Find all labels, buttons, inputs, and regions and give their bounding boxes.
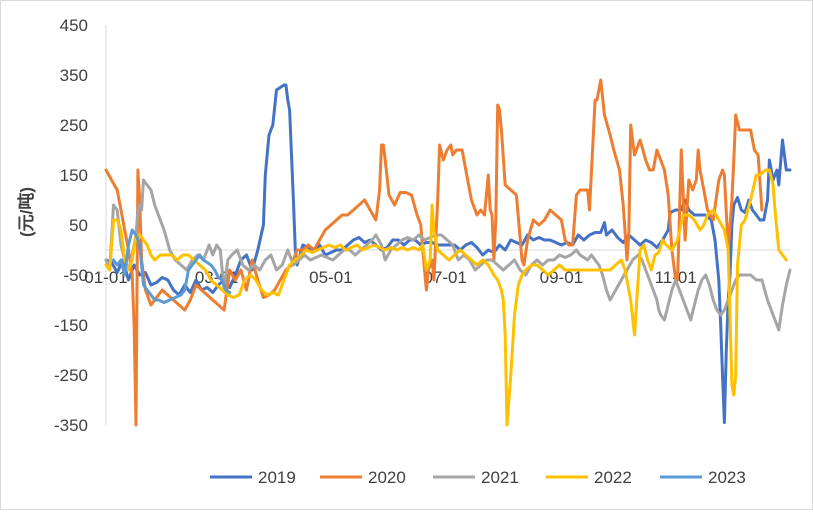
y-axis-title: (元/吨) [16, 187, 36, 237]
y-tick-label: 150 [60, 166, 88, 185]
x-tick-label: 05-01 [309, 268, 352, 287]
x-tick-label: 01-01 [84, 268, 127, 287]
y-tick-label: 250 [60, 116, 88, 135]
series-line-2020 [104, 78, 764, 427]
y-tick-labels: 450 350 250 150 50 -50 -150 -250 -350 [54, 16, 88, 435]
series-line-2021 [104, 178, 792, 332]
y-tick-label: -350 [54, 416, 88, 435]
series-lines [104, 78, 792, 427]
legend-label-2021: 2021 [481, 468, 519, 487]
y-tick-label: -250 [54, 366, 88, 385]
legend-label-2023: 2023 [708, 468, 746, 487]
x-tick-label: 07-01 [423, 268, 466, 287]
series-line-2022 [104, 168, 788, 427]
y-tick-label: 350 [60, 66, 88, 85]
legend: 2019 2020 2021 2022 2023 [210, 468, 746, 487]
y-tick-label: -50 [63, 266, 88, 285]
legend-label-2020: 2020 [368, 468, 406, 487]
legend-label-2019: 2019 [258, 468, 296, 487]
y-tick-label: -150 [54, 316, 88, 335]
legend-label-2022: 2022 [594, 468, 632, 487]
series-line-2023 [112, 228, 232, 304]
y-tick-label: 450 [60, 16, 88, 35]
series-line-2019 [104, 83, 792, 424]
y-tick-label: 50 [69, 216, 88, 235]
